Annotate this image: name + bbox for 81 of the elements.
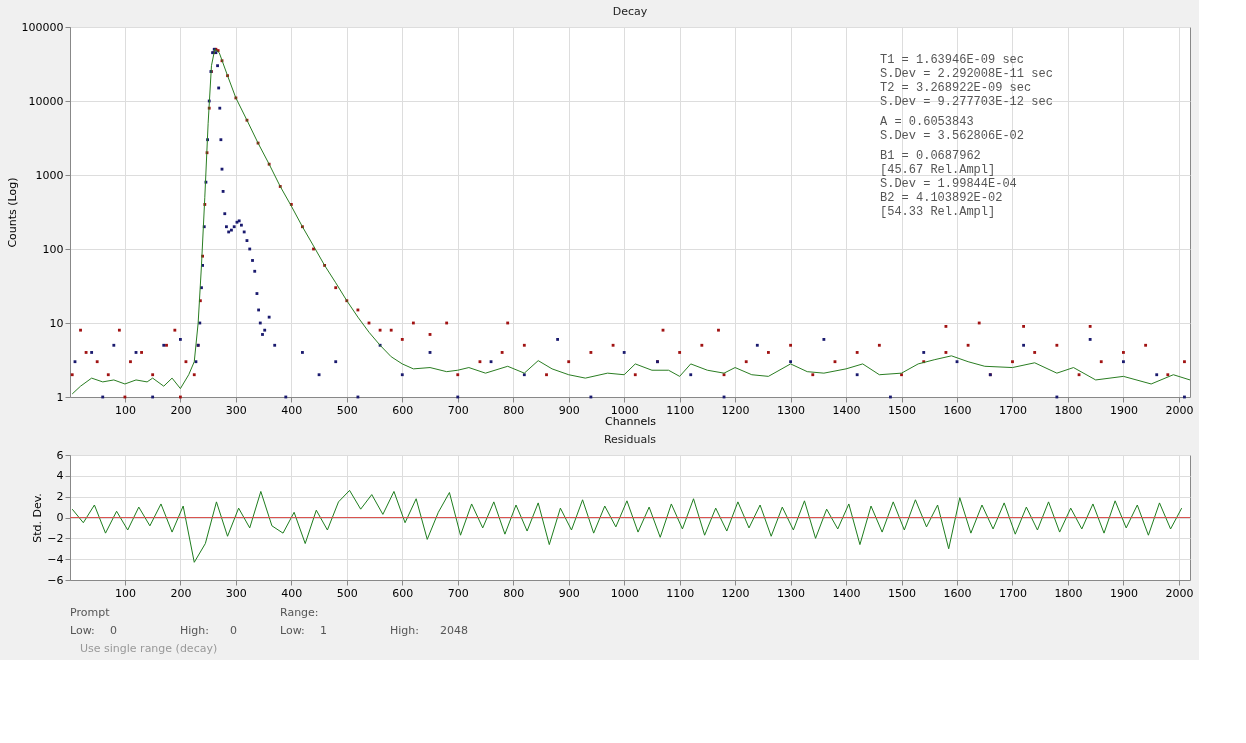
x-tick-label: 1600 <box>943 586 972 600</box>
text: 1 <box>320 624 327 637</box>
annotation: B2 = 4.103892E-02 <box>880 191 1003 205</box>
x-tick-label: 900 <box>558 586 580 600</box>
x-tick-label: 1800 <box>1054 586 1083 600</box>
annotation: [54.33 Rel.Ampl] <box>880 205 996 219</box>
x-tick-label: 2000 <box>1165 586 1194 600</box>
text: Low: <box>70 624 95 637</box>
x-tick-label: 200 <box>170 586 192 600</box>
x-tick-label: 1000 <box>610 586 639 600</box>
x-tick-label: 200 <box>170 403 192 417</box>
x-tick-label: 600 <box>392 403 414 417</box>
x-tick-label: 1100 <box>666 586 695 600</box>
y-tick-label: −4 <box>47 552 64 566</box>
y-tick-label: 10000 <box>28 94 64 108</box>
x-tick-label: 1500 <box>888 586 917 600</box>
x-tick-label: 300 <box>225 586 247 600</box>
annotation: B1 = 0.0687962 <box>880 149 981 163</box>
x-axis-title: Channels <box>605 414 657 428</box>
y-tick-label: 100 <box>42 242 64 256</box>
x-tick-label: 900 <box>558 403 580 417</box>
x-tick-label: 2000 <box>1165 403 1194 417</box>
x-tick-label: 1400 <box>832 403 861 417</box>
y-tick-label: 100000 <box>21 20 64 34</box>
annotation: T1 = 1.63946E-09 sec <box>880 53 1025 67</box>
y-tick-label: 0 <box>56 511 64 524</box>
x-tick-label: 800 <box>503 586 525 600</box>
x-tick-label: 1900 <box>1109 403 1138 417</box>
x-tick-label: 300 <box>225 403 247 417</box>
y-tick-label: 10 <box>49 316 64 330</box>
annotation: S.Dev = 9.277703E-12 sec <box>880 95 1053 109</box>
text: 0 <box>230 624 237 637</box>
x-tick-label: 600 <box>392 586 414 600</box>
text: Low: <box>280 624 305 637</box>
x-tick-label: 1300 <box>777 586 806 600</box>
chart-title: Residuals <box>603 433 657 446</box>
text: Use single range (decay) <box>80 642 218 655</box>
x-tick-label: 800 <box>503 403 525 417</box>
text: Prompt <box>70 606 111 619</box>
x-tick-label: 1700 <box>998 403 1027 417</box>
x-tick-label: 400 <box>281 403 303 417</box>
annotation: [45.67 Rel.Ampl] <box>880 163 996 177</box>
annotation: S.Dev = 1.99844E-04 <box>880 177 1017 191</box>
x-tick-label: 1700 <box>998 586 1027 600</box>
x-tick-label: 500 <box>336 586 358 600</box>
x-tick-label: 1100 <box>666 403 695 417</box>
chart-title: Decay <box>612 5 648 18</box>
y-tick-label: 1 <box>56 390 64 404</box>
x-tick-label: 1600 <box>943 403 972 417</box>
x-tick-label: 100 <box>114 403 136 417</box>
y-axis-title: Counts (Log) <box>5 177 19 248</box>
x-tick-label: 1300 <box>777 403 806 417</box>
annotation: S.Dev = 3.562806E-02 <box>880 129 1025 143</box>
x-tick-label: 1400 <box>832 586 861 600</box>
annotation: A = 0.6053843 <box>880 115 974 129</box>
x-tick-label: 100 <box>114 586 136 600</box>
x-tick-label: 500 <box>336 403 358 417</box>
y-axis-title: Std. Dev. <box>31 493 45 543</box>
text: 0 <box>110 624 117 637</box>
x-tick-label: 700 <box>447 403 469 417</box>
y-tick-label: −2 <box>47 531 64 545</box>
x-tick-label: 1200 <box>721 586 750 600</box>
x-tick-label: 1800 <box>1054 403 1083 417</box>
line-series <box>71 489 1183 563</box>
x-tick-label: 700 <box>447 586 469 600</box>
x-tick-label: 1900 <box>1109 586 1138 600</box>
y-tick-label: 1000 <box>35 168 64 182</box>
y-tick-label: 6 <box>56 448 64 462</box>
text: High: <box>390 624 419 637</box>
x-tick-label: 400 <box>281 586 303 600</box>
annotation: T2 = 3.268922E-09 sec <box>880 81 1032 95</box>
y-tick-label: −6 <box>47 573 64 587</box>
y-tick-label: 4 <box>56 469 64 483</box>
y-tick-label: 2 <box>56 490 64 504</box>
text: Range: <box>280 606 319 619</box>
text: High: <box>180 624 209 637</box>
x-tick-label: 1500 <box>888 403 917 417</box>
text: 2048 <box>440 624 468 637</box>
annotation: S.Dev = 2.292008E-11 sec <box>880 67 1053 81</box>
x-tick-label: 1200 <box>721 403 750 417</box>
x-tick-label: 1000 <box>610 403 639 417</box>
